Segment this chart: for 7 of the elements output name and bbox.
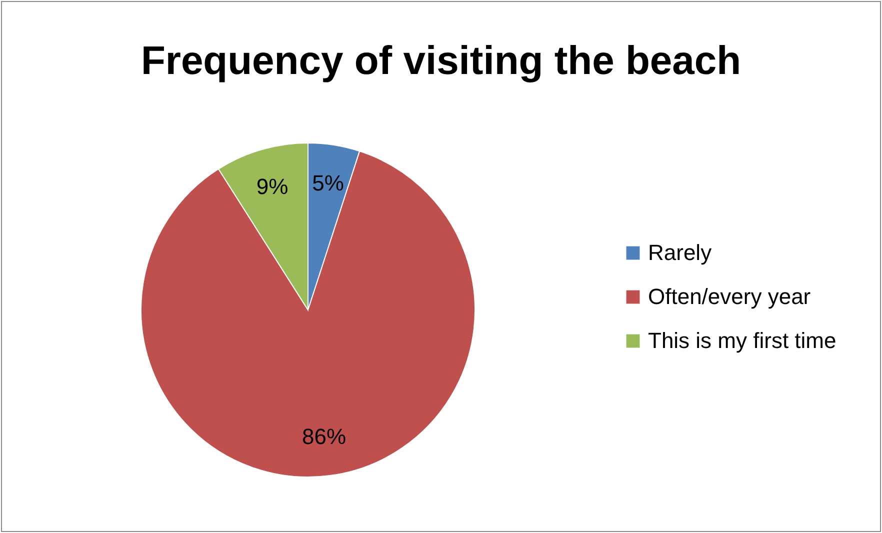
data-label: 9% bbox=[256, 174, 288, 200]
legend-label: Rarely bbox=[648, 240, 712, 265]
data-label: 86% bbox=[302, 424, 346, 449]
chart-title: Frequency of visiting the beach bbox=[140, 39, 742, 83]
legend-label: Often/every year bbox=[648, 284, 811, 309]
legend-label: This is my first time bbox=[648, 328, 836, 353]
data-label: 5% bbox=[312, 170, 344, 196]
